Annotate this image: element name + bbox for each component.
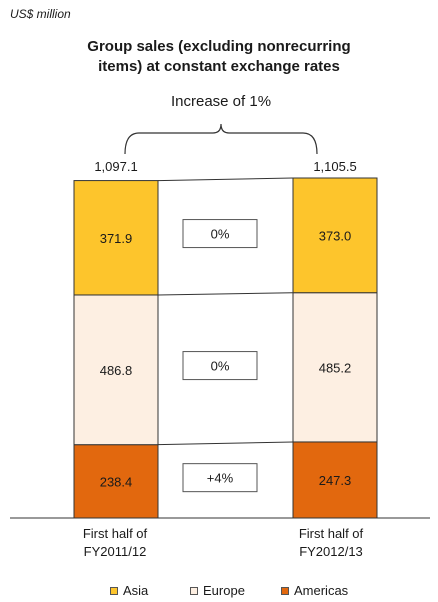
legend-swatch-europe bbox=[190, 586, 198, 595]
total-label-fy2011-12: 1,097.1 bbox=[94, 159, 137, 174]
category-label-fy2012-13: First half of FY2012/13 bbox=[261, 525, 401, 561]
connector-line bbox=[157, 177, 294, 182]
category-label-fy2011-12: First half of FY2011/12 bbox=[45, 525, 185, 561]
connector-line bbox=[157, 441, 294, 446]
legend-label-asia: Asia bbox=[123, 583, 149, 598]
bar-segment-americas-fy2011-12 bbox=[73, 444, 159, 519]
legend-item-americas: Americas bbox=[281, 583, 348, 598]
data-label-europe-fy2011-12: 486.8 bbox=[100, 363, 133, 378]
change-box-americas bbox=[182, 463, 258, 493]
data-label-asia-fy2012-13: 373.0 bbox=[319, 228, 352, 243]
data-label-americas-fy2011-12: 238.4 bbox=[100, 474, 133, 489]
category-label-fy2011-12-line-2: FY2011/12 bbox=[83, 544, 147, 559]
increase-label: Increase of 1% bbox=[171, 93, 271, 110]
category-label-fy2011-12-line-1: First half of bbox=[82, 526, 148, 541]
change-label-asia: 0% bbox=[211, 227, 230, 242]
change-box-europe bbox=[182, 351, 258, 381]
unit-label: US$ million bbox=[10, 7, 71, 21]
legend-swatch-asia bbox=[110, 586, 118, 595]
legend-label-europe: Europe bbox=[203, 583, 245, 598]
connector-line bbox=[157, 292, 294, 296]
data-label-asia-fy2011-12: 371.9 bbox=[100, 231, 133, 246]
chart-title: Group sales (excluding nonrecurring item… bbox=[0, 37, 438, 77]
bar-segment-asia-fy2012-13 bbox=[292, 177, 378, 294]
change-box-asia bbox=[182, 219, 258, 249]
legend-item-europe: Europe bbox=[190, 583, 245, 598]
total-label-fy2012-13: 1,105.5 bbox=[313, 159, 356, 174]
category-label-fy2012-13-line-2: FY2012/13 bbox=[299, 544, 363, 559]
change-label-americas: +4% bbox=[207, 471, 234, 486]
legend-swatch-americas bbox=[281, 586, 289, 595]
legend-label-americas: Americas bbox=[294, 583, 349, 598]
category-label-fy2012-13-line-1: First half of bbox=[298, 526, 364, 541]
data-label-europe-fy2012-13: 485.2 bbox=[319, 360, 352, 375]
bar-segment-europe-fy2012-13 bbox=[292, 292, 378, 443]
bar-segment-asia-fy2011-12 bbox=[73, 180, 159, 296]
legend-item-asia: Asia bbox=[110, 583, 148, 598]
increase-brace bbox=[124, 123, 318, 155]
change-label-europe: 0% bbox=[211, 359, 230, 374]
data-label-americas-fy2012-13: 247.3 bbox=[319, 473, 352, 488]
chart-title-line-2: items) at constant exchange rates bbox=[98, 58, 340, 75]
chart-title-line-1: Group sales (excluding nonrecurring bbox=[87, 38, 351, 55]
bar-segment-americas-fy2012-13 bbox=[292, 441, 378, 519]
